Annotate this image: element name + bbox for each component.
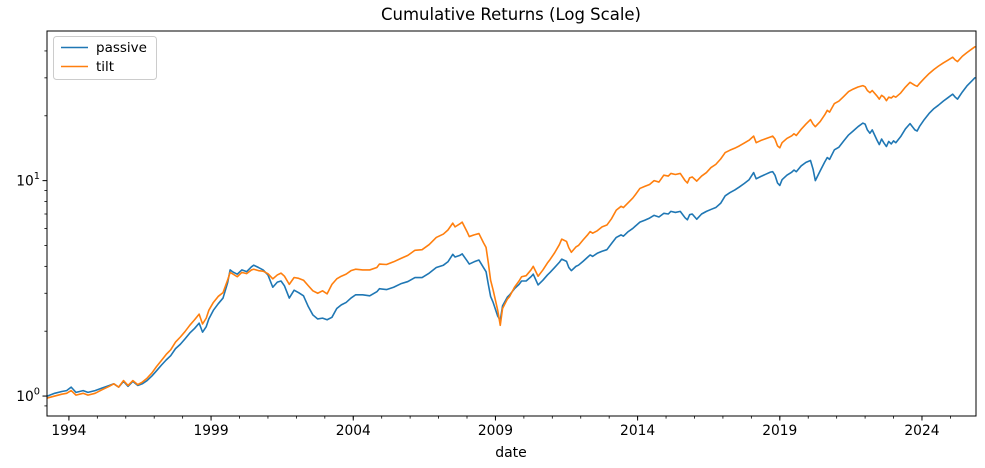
x-axis-label: date	[495, 445, 527, 461]
x-tick-label: 2019	[762, 423, 797, 439]
x-tick-label: 2004	[336, 423, 371, 439]
x-tick-label: 1999	[194, 423, 229, 439]
series-line-tilt	[46, 46, 976, 399]
x-tick-label: 2009	[478, 423, 513, 439]
chart-title: Cumulative Returns (Log Scale)	[381, 5, 641, 24]
x-tick-label: 2014	[620, 423, 655, 439]
y-tick-label: 101	[16, 171, 40, 190]
plot-area: 1994 1999 2004 2009 2014 2019 2024 100 101 passiv…	[16, 30, 977, 439]
x-tick-label: 1994	[51, 423, 86, 439]
x-tick-label: 2024	[904, 423, 939, 439]
series-line-passive	[46, 77, 976, 397]
legend-label-passive: passive	[96, 40, 147, 56]
legend-label-tilt: tilt	[96, 59, 114, 75]
y-tick-label: 100	[16, 387, 40, 406]
axes-frame	[46, 30, 977, 417]
